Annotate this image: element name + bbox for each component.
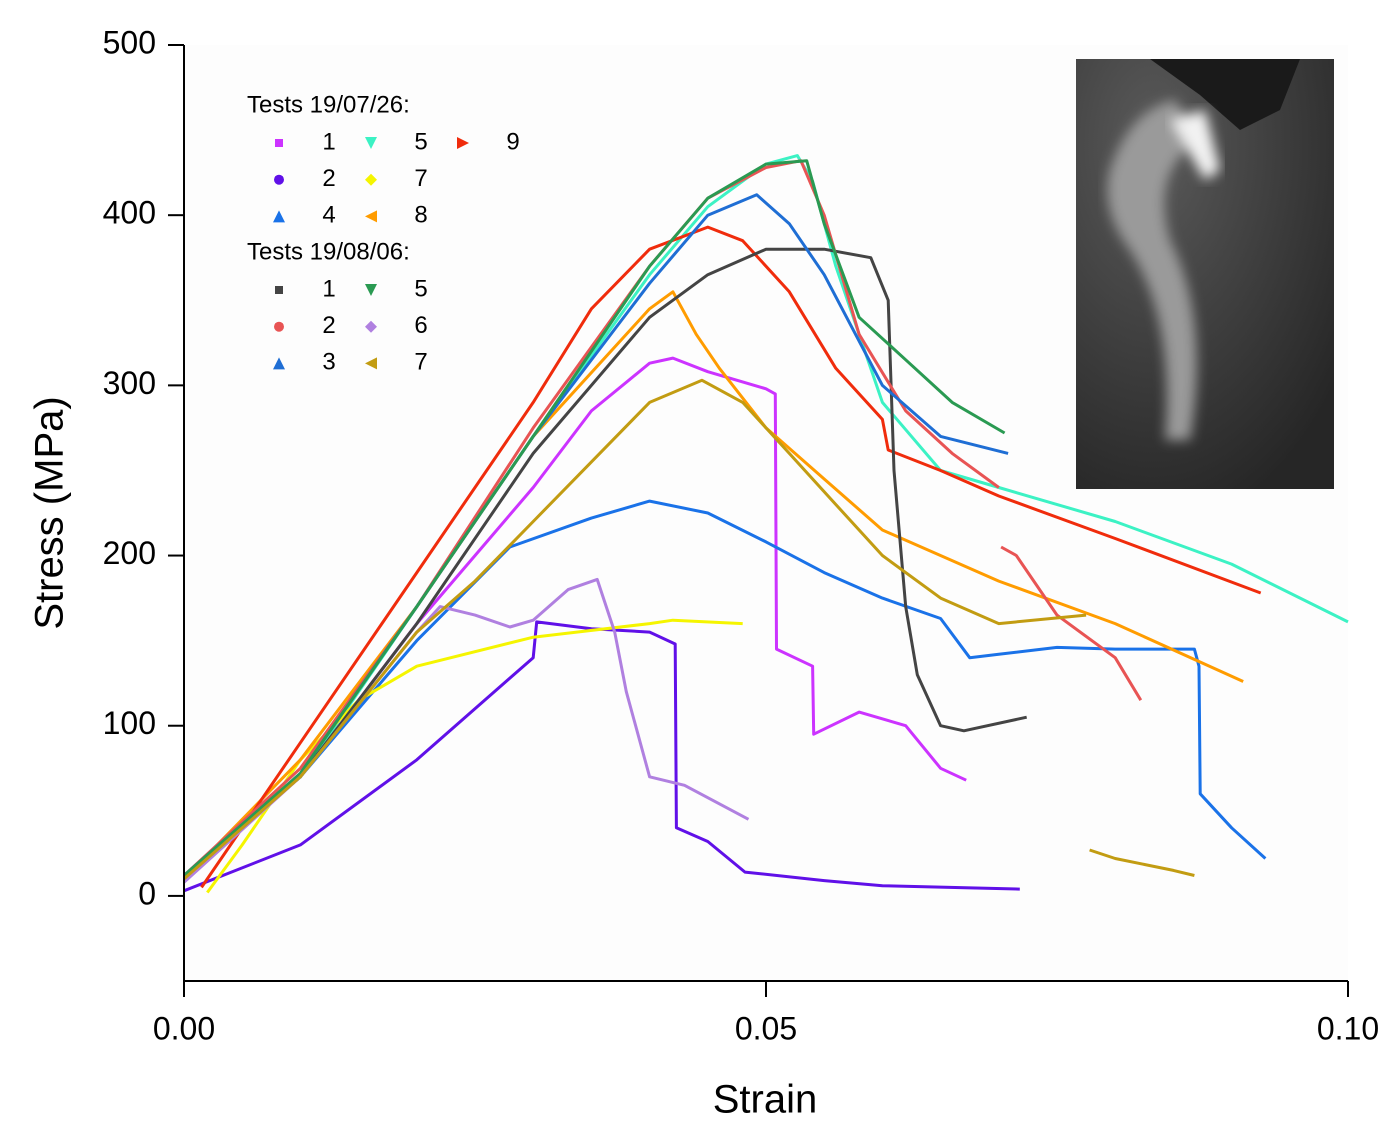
legend-title: Tests 19/08/06: [247, 238, 410, 265]
y-tick-label: 500 [103, 24, 156, 60]
legend-marker [273, 357, 285, 370]
series-line [183, 356, 967, 881]
y-tick-label: 300 [103, 365, 156, 401]
legend-marker [275, 139, 283, 147]
legend-label: 9 [506, 128, 519, 155]
legend-label: 6 [414, 312, 427, 339]
y-tick-label: 200 [103, 535, 156, 571]
y-tick-label: 100 [103, 705, 156, 741]
y-tick-label: 0 [138, 875, 156, 911]
y-axis-title: Stress (MPa) [28, 396, 72, 629]
series-line [183, 620, 1020, 893]
x-axis-title: Strain [713, 1078, 818, 1122]
legend-marker [365, 210, 377, 223]
x-tick-label: 0.10 [1317, 1010, 1379, 1046]
inset-photo [1076, 59, 1334, 489]
series-line [183, 247, 1028, 877]
legend-marker [273, 210, 285, 223]
series-line [206, 618, 743, 894]
legend-label: 5 [414, 275, 427, 302]
legend-label: 5 [414, 128, 427, 155]
series-line [200, 225, 1262, 889]
legend-label: 8 [414, 202, 427, 229]
x-tick-label: 0.05 [735, 1010, 797, 1046]
legend-label: 3 [322, 349, 335, 376]
legend-marker [274, 174, 284, 185]
legend-marker [365, 320, 377, 333]
legend-label: 4 [322, 202, 335, 229]
legend-marker [365, 284, 377, 296]
series-line [183, 378, 1195, 881]
legend-label: 1 [322, 128, 335, 155]
legend-label: 1 [322, 275, 335, 302]
legend-marker [275, 286, 283, 294]
legend-label: 7 [414, 349, 427, 376]
legend-label: 2 [322, 312, 335, 339]
series-line [183, 159, 1006, 877]
legend-label: 7 [414, 165, 427, 192]
legend-marker [365, 137, 377, 149]
legend-marker [365, 173, 377, 186]
series-group [182, 154, 1349, 894]
legend-marker [274, 321, 284, 332]
legend-marker [365, 357, 377, 370]
legend-marker [457, 137, 469, 149]
y-tick-label: 400 [103, 195, 156, 231]
legend-label: 2 [322, 165, 335, 192]
x-tick-label: 0.00 [153, 1010, 215, 1046]
legend-title: Tests 19/07/26: [247, 91, 410, 118]
series-line [183, 499, 1267, 877]
